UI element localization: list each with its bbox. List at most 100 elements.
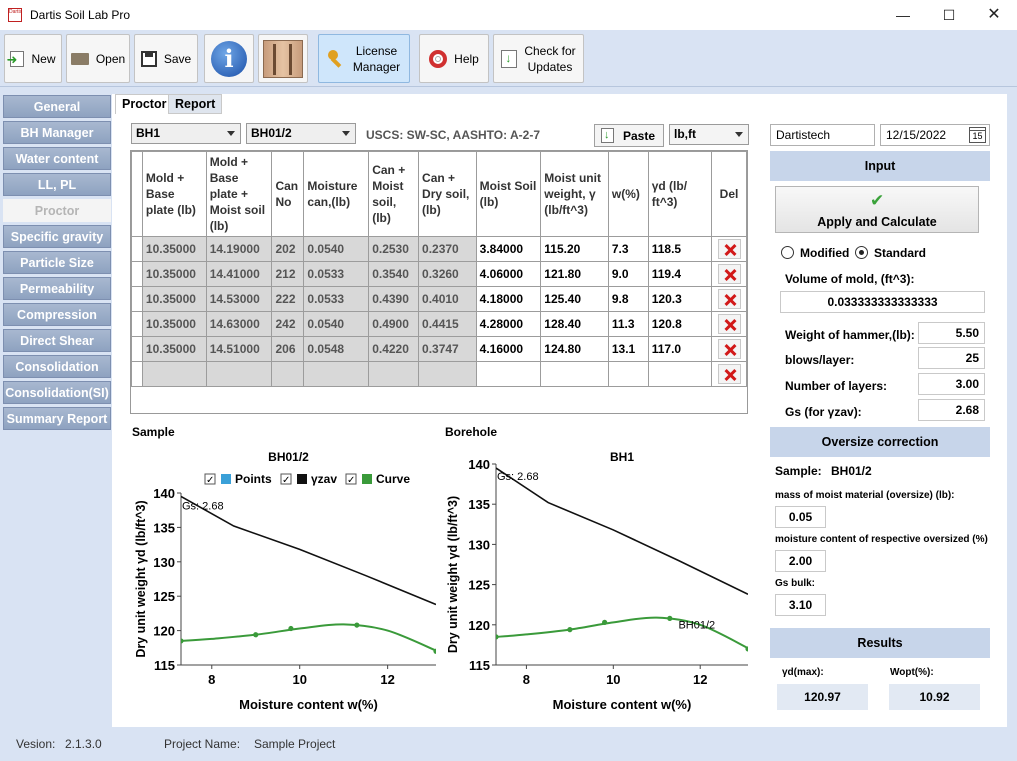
layers-input[interactable]: 3.00 xyxy=(918,373,985,395)
tab-proctor[interactable]: Proctor xyxy=(115,94,174,114)
delete-row-button[interactable] xyxy=(717,314,741,334)
new-button[interactable]: ➜ New xyxy=(4,34,62,83)
table-cell[interactable]: 14.41000 xyxy=(205,261,273,287)
sample-select[interactable]: BH01/2 xyxy=(246,123,356,144)
table-cell[interactable] xyxy=(607,361,649,387)
table-cell[interactable]: 14.53000 xyxy=(205,286,273,312)
table-cell[interactable]: 10.35000 xyxy=(141,236,207,262)
table-cell[interactable]: 4.28000 xyxy=(475,311,542,337)
table-cell[interactable]: 0.3260 xyxy=(418,261,477,287)
table-cell[interactable]: 128.40 xyxy=(540,311,609,337)
nav-item-general[interactable]: General xyxy=(3,95,111,118)
table-cell[interactable]: 9.8 xyxy=(607,286,649,312)
table-cell[interactable]: 4.16000 xyxy=(475,336,542,362)
table-cell[interactable]: 13.1 xyxy=(607,336,649,362)
table-cell[interactable]: 9.0 xyxy=(607,261,649,287)
company-field[interactable]: Dartistech xyxy=(770,124,875,146)
close-button[interactable]: ✕ xyxy=(987,6,1001,23)
nav-item-ll-pl[interactable]: LL, PL xyxy=(3,173,111,196)
table-row[interactable] xyxy=(131,361,747,387)
table-cell[interactable]: 11.3 xyxy=(607,311,649,337)
gs-bulk-input[interactable]: 3.10 xyxy=(775,594,826,616)
table-row[interactable]: 10.35000 14.51000 206 0.0548 0.4220 0.3747 4.1… xyxy=(131,336,747,362)
table-row[interactable]: 10.35000 14.19000 202 0.0540 0.2530 0.2370 3.8… xyxy=(131,236,747,262)
table-cell[interactable]: 10.35000 xyxy=(141,286,207,312)
table-cell[interactable]: 0.0548 xyxy=(303,336,370,362)
oversize-mass-input[interactable]: 0.05 xyxy=(775,506,826,528)
table-row[interactable]: 10.35000 14.41000 212 0.0533 0.3540 0.3260 4.0… xyxy=(131,261,747,287)
table-cell[interactable]: 4.06000 xyxy=(475,261,542,287)
apply-calculate-button[interactable]: ✔ Apply and Calculate xyxy=(775,186,979,233)
table-cell[interactable] xyxy=(540,361,609,387)
date-picker[interactable]: 12/15/2022 15 xyxy=(880,124,990,146)
nav-item-consolidation[interactable]: Consolidation xyxy=(3,355,111,378)
table-cell[interactable]: 0.4010 xyxy=(418,286,477,312)
gs-input[interactable]: 2.68 xyxy=(918,399,985,421)
modified-radio[interactable] xyxy=(781,246,794,259)
table-cell[interactable]: 121.80 xyxy=(540,261,609,287)
units-select[interactable]: lb,ft xyxy=(669,124,749,145)
nav-item-proctor[interactable]: Proctor xyxy=(3,199,111,222)
minimize-button[interactable]: — xyxy=(896,7,910,23)
row-selector[interactable] xyxy=(131,311,143,337)
table-cell[interactable]: 0.4900 xyxy=(368,311,420,337)
table-cell[interactable]: 0.4390 xyxy=(368,286,420,312)
table-row[interactable]: 10.35000 14.53000 222 0.0533 0.4390 0.4010 4.1… xyxy=(131,286,747,312)
table-cell[interactable]: 0.2530 xyxy=(368,236,420,262)
table-cell[interactable]: 3.84000 xyxy=(475,236,542,262)
nav-item-permeability[interactable]: Permeability xyxy=(3,277,111,300)
table-cell[interactable]: 0.4220 xyxy=(368,336,420,362)
paste-button[interactable]: ↓ Paste xyxy=(594,124,664,147)
calendar-icon[interactable]: 15 xyxy=(969,127,986,143)
table-cell[interactable]: 0.0540 xyxy=(303,236,370,262)
oversize-moisture-input[interactable]: 2.00 xyxy=(775,550,826,572)
table-cell[interactable] xyxy=(647,361,713,387)
help-button[interactable]: Help xyxy=(419,34,489,83)
delete-row-button[interactable] xyxy=(717,264,741,284)
check-updates-button[interactable]: ↓ Check for Updates xyxy=(493,34,584,83)
table-cell[interactable]: 124.80 xyxy=(540,336,609,362)
nav-item-summary-report[interactable]: Summary Report xyxy=(3,407,111,430)
info-button[interactable]: i xyxy=(204,34,254,83)
table-cell[interactable]: 206 xyxy=(271,336,305,362)
open-button[interactable]: Open xyxy=(66,34,130,83)
nav-item-particle-size[interactable]: Particle Size xyxy=(3,251,111,274)
row-selector[interactable] xyxy=(131,361,143,387)
table-cell[interactable]: 222 xyxy=(271,286,305,312)
borehole-select[interactable]: BH1 xyxy=(131,123,241,144)
table-cell[interactable]: 120.3 xyxy=(647,286,713,312)
table-cell[interactable]: 4.18000 xyxy=(475,286,542,312)
delete-row-button[interactable] xyxy=(717,289,741,309)
table-cell[interactable] xyxy=(418,361,477,387)
table-cell[interactable]: 10.35000 xyxy=(141,311,207,337)
tab-report[interactable]: Report xyxy=(168,94,223,114)
table-cell[interactable]: 117.0 xyxy=(647,336,713,362)
table-cell[interactable] xyxy=(368,361,420,387)
volume-input[interactable]: 0.033333333333333 xyxy=(780,291,985,313)
delete-row-button[interactable] xyxy=(717,339,741,359)
table-cell[interactable]: 10.35000 xyxy=(141,261,207,287)
table-cell[interactable] xyxy=(205,361,273,387)
table-cell[interactable]: 125.40 xyxy=(540,286,609,312)
row-selector[interactable] xyxy=(131,286,143,312)
blows-input[interactable]: 25 xyxy=(918,347,985,369)
table-cell[interactable] xyxy=(303,361,370,387)
table-cell[interactable]: 14.19000 xyxy=(205,236,273,262)
table-cell[interactable]: 0.3540 xyxy=(368,261,420,287)
delete-row-button[interactable] xyxy=(717,239,741,259)
table-cell[interactable]: 0.4415 xyxy=(418,311,477,337)
table-cell[interactable]: 14.63000 xyxy=(205,311,273,337)
table-cell[interactable]: 115.20 xyxy=(540,236,609,262)
table-cell[interactable]: 119.4 xyxy=(647,261,713,287)
row-selector[interactable] xyxy=(131,261,143,287)
table-cell[interactable] xyxy=(271,361,305,387)
nav-item-compression[interactable]: Compression xyxy=(3,303,111,326)
table-cell[interactable]: 14.51000 xyxy=(205,336,273,362)
save-button[interactable]: Save xyxy=(134,34,198,83)
delete-row-button[interactable] xyxy=(717,364,741,384)
hammer-input[interactable]: 5.50 xyxy=(918,322,985,344)
table-cell[interactable]: 0.0540 xyxy=(303,311,370,337)
table-cell[interactable]: 0.2370 xyxy=(418,236,477,262)
license-manager-button[interactable]: License Manager xyxy=(318,34,410,83)
nav-item-water-content[interactable]: Water content xyxy=(3,147,111,170)
